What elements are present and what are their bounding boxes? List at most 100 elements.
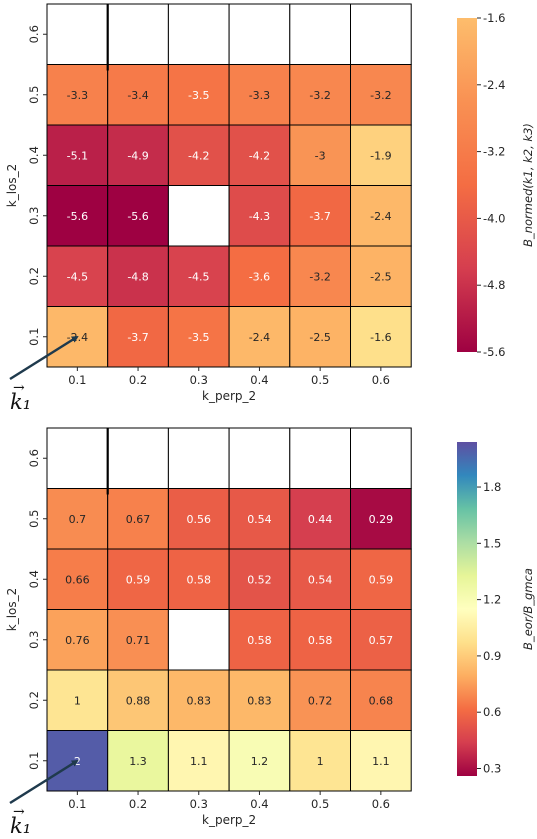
cell-value-label: 1.2 (251, 755, 269, 768)
k1-arrow (9, 759, 79, 805)
cell-value-label: -3.6 (249, 270, 270, 283)
cell-value-label: -2.4 (249, 331, 270, 344)
heatmap-cell (167, 245, 230, 307)
cell-value-label: -4.2 (188, 149, 209, 162)
cell-value-label: 1 (317, 755, 324, 768)
heatmap-ratio: 2 1.3 1.1 1.2 1 1.11 0.88 0.83 0.83 0.72 0.680.76 0… (5, 427, 535, 838)
cell-value-label: -4.9 (127, 149, 148, 162)
cell-value-label: 0.59 (126, 573, 151, 586)
colorbar-tick-label: 1.5 (483, 536, 501, 550)
heatmap-cell-empty (289, 3, 351, 65)
cell-value-label: -3.2 (370, 89, 391, 102)
heatmap-cell-empty (167, 609, 230, 671)
cell-value-label: 0.72 (308, 694, 333, 707)
cell-value-label: 1.1 (372, 755, 390, 768)
cell-value-label: 0.58 (187, 573, 212, 586)
y-axis-label: k_los_2 (5, 588, 19, 632)
heatmap-cell (228, 185, 291, 247)
cell-value-label: -4.5 (67, 270, 88, 283)
y-tick-label: 0.2 (27, 267, 41, 285)
heatmap-cell (46, 669, 109, 731)
heatmap-cell (289, 245, 351, 307)
cell-value-label: -3.5 (188, 331, 209, 344)
colorbar (457, 18, 477, 352)
x-tick-label: 0.2 (129, 797, 147, 811)
heatmap-cell-empty (167, 3, 230, 65)
heatmap-cell (350, 669, 412, 731)
heatmap-cell (289, 185, 351, 247)
cell-value-label: 0.56 (187, 513, 212, 526)
y-tick-label: 0.5 (27, 86, 41, 104)
cell-value-label: -2.4 (370, 210, 391, 223)
x-tick-label: 0.6 (372, 797, 390, 811)
cell-value-label: 1.1 (190, 755, 208, 768)
heatmap-cell (350, 488, 412, 550)
heatmap-cell (228, 488, 291, 550)
heatmap-cell (289, 124, 351, 186)
x-tick-label: 0.5 (311, 373, 329, 387)
heatmap-cell (46, 609, 109, 671)
colorbar (457, 442, 477, 776)
y-tick-label: 0.4 (27, 146, 41, 164)
cell-value-label: 0.44 (308, 513, 333, 526)
cell-value-label: -5.6 (67, 210, 88, 223)
colorbar-tick-label: -4.8 (483, 278, 505, 292)
heatmap-cell-empty (228, 3, 291, 65)
heatmap-cell (289, 609, 351, 671)
y-tick-label: 0.3 (27, 631, 41, 649)
heatmap-cell (350, 185, 412, 247)
cell-value-label: -5.6 (127, 210, 148, 223)
cell-value-label: 0.54 (247, 513, 272, 526)
heatmap-cell-empty (167, 427, 230, 489)
colorbar-tick-label: -5.6 (483, 345, 505, 359)
cell-value-label: 1.3 (129, 755, 147, 768)
x-tick-label: 0.3 (190, 373, 208, 387)
colorbar-tick-label: 1.2 (483, 593, 501, 607)
cell-value-label: 0.7 (69, 513, 87, 526)
k1-annotation-label: k₁ (10, 390, 31, 414)
heatmap-cell-empty (350, 427, 412, 489)
cell-value-label: -3.3 (249, 89, 270, 102)
y-tick-label: 0.6 (27, 449, 41, 467)
heatmap-cell (107, 64, 169, 126)
heatmap-bispectrum: -2.4 -3.7 -3.5 -2.4 -2.5 -1.6 -4.5 -4.8 -4.5 -3.6… (5, 3, 535, 414)
cell-value-label: 0.88 (126, 694, 151, 707)
cell-value-label: -1.9 (370, 149, 391, 162)
heatmap-cell (107, 488, 169, 550)
cell-value-label: -3.3 (67, 89, 88, 102)
x-tick-label: 0.6 (372, 373, 390, 387)
heatmap-cell-empty (46, 3, 109, 65)
colorbar-tick-label: -2.4 (483, 78, 505, 92)
cell-value-label: 0.58 (247, 634, 272, 647)
cell-value-label: -3.2 (309, 89, 330, 102)
y-tick-label: 0.3 (27, 207, 41, 225)
cell-value-label: -3.5 (188, 89, 209, 102)
cell-value-label: 0.83 (187, 694, 212, 707)
k1-annotation-label: k₁ (10, 814, 31, 838)
heatmap-cell (107, 669, 169, 731)
colorbar-tick-label: -3.2 (483, 145, 505, 159)
heatmap-cell (107, 124, 169, 186)
y-tick-label: 0.2 (27, 691, 41, 709)
heatmap-cell (167, 669, 230, 731)
heatmap-cell-empty (289, 427, 351, 489)
cell-value-label: -3.4 (127, 89, 148, 102)
cell-value-label: 0.68 (369, 694, 394, 707)
heatmap-cell (46, 64, 109, 126)
heatmap-cell (107, 548, 169, 610)
y-axis-label: k_los_2 (5, 164, 19, 208)
cell-value-label: 0.59 (369, 573, 394, 586)
heatmap-cell (167, 548, 230, 610)
cell-value-label: 0.54 (308, 573, 333, 586)
heatmap-cell (350, 124, 412, 186)
cell-value-label: -3.7 (309, 210, 330, 223)
y-tick-label: 0.6 (27, 25, 41, 43)
heatmap-cell (350, 548, 412, 610)
heatmap-cell (46, 245, 109, 307)
k1-vector-mark: → (13, 380, 25, 396)
cell-value-label: 0.58 (308, 634, 333, 647)
y-tick-label: 0.5 (27, 510, 41, 528)
cell-value-label: 0.29 (369, 513, 394, 526)
heatmap-cell (46, 124, 109, 186)
y-tick-label: 0.4 (27, 570, 41, 588)
